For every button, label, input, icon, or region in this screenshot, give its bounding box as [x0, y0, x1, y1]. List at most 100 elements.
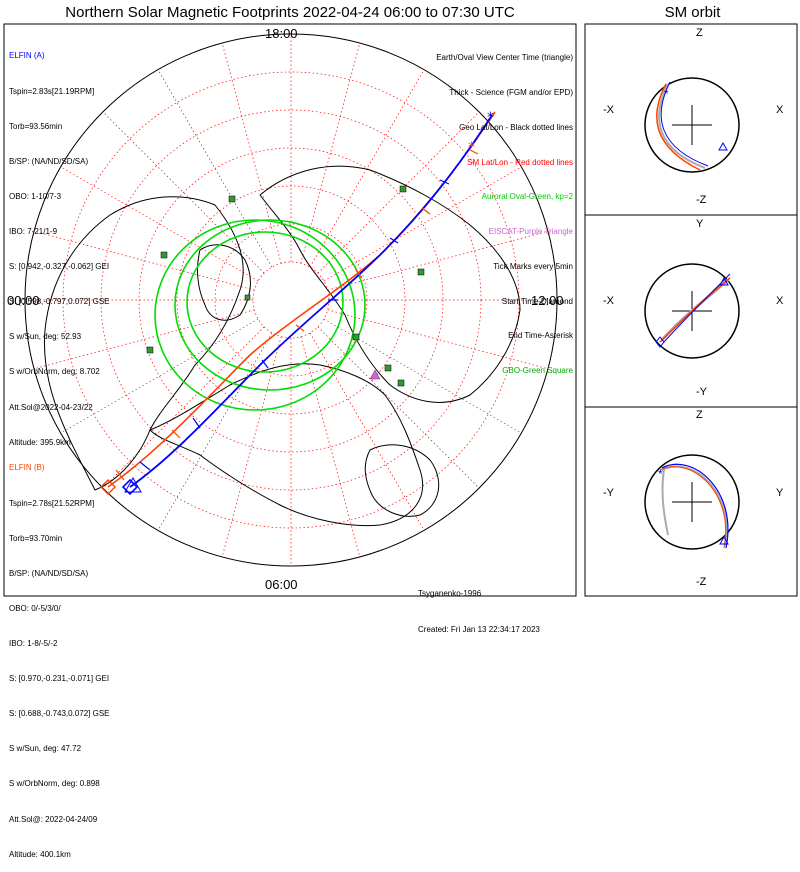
orbit-projection: [658, 83, 706, 169]
view-center-triangle: [719, 276, 729, 286]
sm2-left-label: -X: [603, 295, 614, 307]
sm-lon-line: [309, 332, 425, 531]
elfin-b-line: Altitude: 400.1km: [9, 849, 71, 859]
gbo-stations: [146, 185, 425, 387]
gbo-square: [244, 294, 251, 301]
legend-item: Geo Lat/Lon - Black dotted lines: [459, 122, 573, 132]
gbo-square: [352, 333, 360, 341]
sm1-right-label: X: [776, 104, 784, 116]
sm1-left-label: -X: [603, 104, 614, 116]
legend: Earth/Oval View Center Time (triangle) T…: [436, 29, 573, 388]
gbo-square: [399, 185, 407, 193]
sm-lon-line: [221, 336, 282, 558]
elfin-b-ticks: [115, 149, 479, 481]
elfin-b-line: S w/Sun, deg: 47.72: [9, 744, 82, 754]
elfin-a-end-asterisk: *: [487, 110, 494, 126]
elfin-b-line: Torb=93.70min: [9, 533, 63, 543]
coastlines: [43, 165, 521, 527]
auroral-oval: [154, 219, 366, 411]
coast-scandinavia: [364, 444, 440, 517]
elfin-b-line: S: [0.970,-0.231,-0.071] GEI: [9, 674, 110, 684]
gbo-square: [384, 364, 392, 372]
elfin-b-line: S w/OrbNorm, deg: 0.898: [9, 779, 100, 789]
start-diamond: [655, 336, 665, 348]
elfin-b-orbit: [659, 277, 731, 343]
sm-panel-xy: [644, 263, 740, 359]
elfin-a-line: S w/Sun, deg: 52.93: [9, 332, 82, 342]
elfin-b-line: IBO: 1-8/-5/-2: [9, 638, 58, 648]
mlt-label-top: 18:00: [265, 26, 298, 41]
elfin-a-line: S: [0.942,-0.327,-0.062] GEI: [9, 262, 110, 272]
elfin-a-line: Altitude: 395.9km: [9, 437, 71, 447]
elfin-a-line: Att.Sol@2022-04-23/22: [9, 402, 93, 412]
sm1-bottom-label: -Z: [696, 194, 707, 206]
sm3-bottom-label: -Z: [696, 576, 707, 588]
elfin-a-line: B/SP: (NA/ND/SD/SA): [9, 156, 89, 166]
legend-item: Start Time-Diamond: [501, 296, 573, 306]
polar-map: * *: [24, 33, 558, 567]
sm2-right-label: X: [776, 295, 784, 307]
elfin-b-orbit: [659, 466, 727, 549]
orbit-projection: [661, 465, 728, 546]
elfin-b-end-asterisk: *: [468, 140, 475, 156]
auroral-oval-mid: [186, 231, 344, 373]
mlt-label-bottom: 06:00: [265, 577, 298, 592]
mlt-label-right: 12:00: [531, 293, 564, 308]
elfin-a-line: S: [0.598,-0.797,0.072] GSE: [9, 297, 110, 307]
elfin-a-line: S w/OrbNorm, deg: 8.702: [9, 367, 100, 377]
view-center-triangle: [124, 476, 142, 493]
plot-canvas: * * * *: [3, 23, 798, 597]
sm-orbit-frame: [584, 23, 798, 597]
elfin-b-start-diamond: [100, 479, 116, 495]
elfin-b-line: Att.Sol@: 2022-04-24/09: [9, 814, 98, 824]
sm3-left-label: -Y: [603, 487, 614, 499]
eiscat-triangle: [369, 369, 381, 380]
auroral-oval-outer: [174, 219, 366, 391]
legend-item: Auroral Oval-Green, kp=2: [481, 192, 573, 202]
credit-model: Tsyganenko-1996: [418, 589, 482, 598]
legend-item: Tick Marks every 5min: [493, 261, 573, 271]
sm-lon-line: [157, 332, 273, 531]
legend-item: Thick - Science (FGM and/or EPD): [449, 87, 573, 97]
elfin-a-track: [129, 114, 493, 488]
map-outer-ring: [24, 33, 558, 567]
sm-panel-yz: *: [644, 454, 740, 550]
gbo-square: [146, 346, 154, 354]
elfin-a-line: Torb=93.56min: [9, 121, 63, 131]
elfin-a-orbit: [663, 273, 731, 343]
end-asterisk: *: [658, 467, 663, 481]
end-asterisk: *: [664, 87, 669, 101]
sm1-top-label: Z: [696, 27, 703, 39]
view-center-triangle: [719, 535, 729, 545]
elfin-a-info: ELFIN (A) Tspin=2.83s[21.19RPM] Torb=93.…: [9, 27, 110, 460]
page-title: Northern Solar Magnetic Footprints 2022-…: [65, 4, 515, 21]
legend-item: End Time-Asterisk: [508, 331, 573, 341]
polar-plot-frame: [3, 23, 577, 597]
elfin-b-name: ELFIN (B): [9, 463, 45, 473]
sm2-bottom-label: -Y: [696, 386, 707, 398]
coast-greenland-region: [149, 363, 424, 527]
elfin-a-start-diamond: [121, 478, 139, 496]
elfin-a-orbit: [661, 463, 729, 549]
gbo-square: [228, 195, 236, 203]
elfin-b-orbit: [656, 83, 701, 171]
sm-panel-xz: *: [644, 77, 740, 173]
earth-circle: [644, 263, 740, 359]
auroral-oval-inner: [154, 219, 356, 411]
view-center-triangle: [718, 141, 728, 151]
sm3-right-label: Y: [776, 487, 784, 499]
legend-item: EISCAT-Purple Triangle: [488, 227, 573, 237]
sm-lon-line: [102, 326, 265, 489]
legend-item: Earth/Oval View Center Time (triangle): [436, 53, 573, 63]
elfin-a-orbit: [660, 81, 709, 167]
sm2-top-label: Y: [696, 218, 704, 230]
credit-created: Created: Fri Jan 13 22:34:17 2023: [418, 625, 540, 634]
credit-block: Tsyganenko-1996 Created: Fri Jan 13 22:3…: [418, 564, 540, 648]
coast-north-america: [43, 196, 244, 491]
elfin-a-line: OBO: 1-10/7-3: [9, 191, 62, 201]
elfin-b-line: OBO: 0/-5/3/0/: [9, 603, 61, 613]
orbit-projection: [661, 469, 669, 536]
coast-arctic-islands: [197, 244, 251, 321]
coast-eurasia: [259, 165, 521, 403]
sm3-top-label: Z: [696, 409, 703, 421]
